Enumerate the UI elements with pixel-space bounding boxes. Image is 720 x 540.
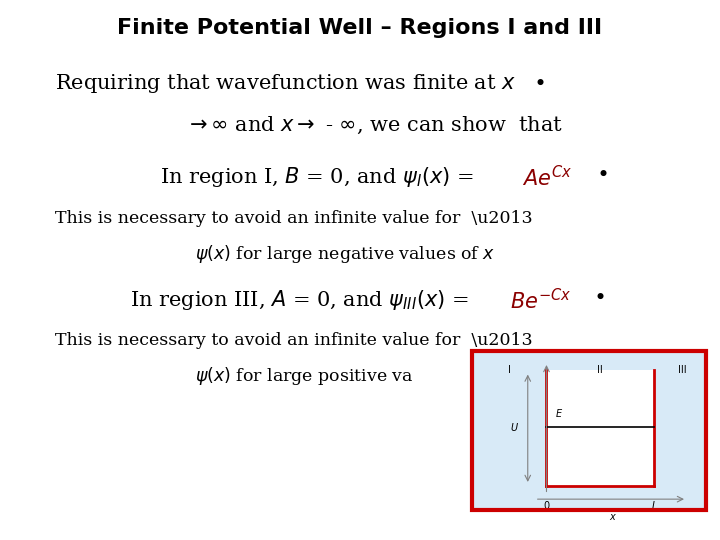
Text: $\rightarrow \infty$ and $x \rightarrow$ - $\infty$, we can show  that: $\rightarrow \infty$ and $x \rightarrow$… bbox=[185, 115, 563, 136]
Text: $Ae^{Cx}$: $Ae^{Cx}$ bbox=[522, 165, 572, 190]
Text: In region III, $A$ = 0, and $\psi_{III}(x)$ =: In region III, $A$ = 0, and $\psi_{III}(… bbox=[130, 288, 471, 312]
Text: $\bullet$: $\bullet$ bbox=[580, 288, 605, 307]
Text: E: E bbox=[556, 409, 562, 420]
Text: Finite Potential Well – Regions I and III: Finite Potential Well – Regions I and II… bbox=[117, 18, 603, 38]
Text: 0: 0 bbox=[544, 501, 549, 511]
Text: $\psi(x)$ for large positive va: $\psi(x)$ for large positive va bbox=[195, 365, 413, 387]
Text: This is necessary to avoid an infinite value for  \u2013: This is necessary to avoid an infinite v… bbox=[55, 210, 533, 227]
Text: U: U bbox=[510, 423, 517, 433]
Text: $\psi(x)$ for large negative values of $x$: $\psi(x)$ for large negative values of $… bbox=[195, 243, 495, 265]
Text: I: I bbox=[508, 366, 510, 375]
Text: Requiring that wavefunction was finite at $x$   $\bullet$: Requiring that wavefunction was finite a… bbox=[55, 72, 545, 95]
Text: In region I, $B$ = 0, and $\psi_I(x)$ =: In region I, $B$ = 0, and $\psi_I(x)$ = bbox=[160, 165, 476, 189]
Text: $\bullet$: $\bullet$ bbox=[583, 165, 608, 184]
Text: III: III bbox=[678, 366, 686, 375]
Text: $Be^{-Cx}$: $Be^{-Cx}$ bbox=[510, 288, 572, 313]
Bar bbox=[546, 370, 654, 487]
Text: L: L bbox=[652, 501, 657, 511]
Text: II: II bbox=[598, 366, 603, 375]
Text: This is necessary to avoid an infinite value for  \u2013: This is necessary to avoid an infinite v… bbox=[55, 332, 533, 349]
Text: x: x bbox=[609, 512, 615, 522]
